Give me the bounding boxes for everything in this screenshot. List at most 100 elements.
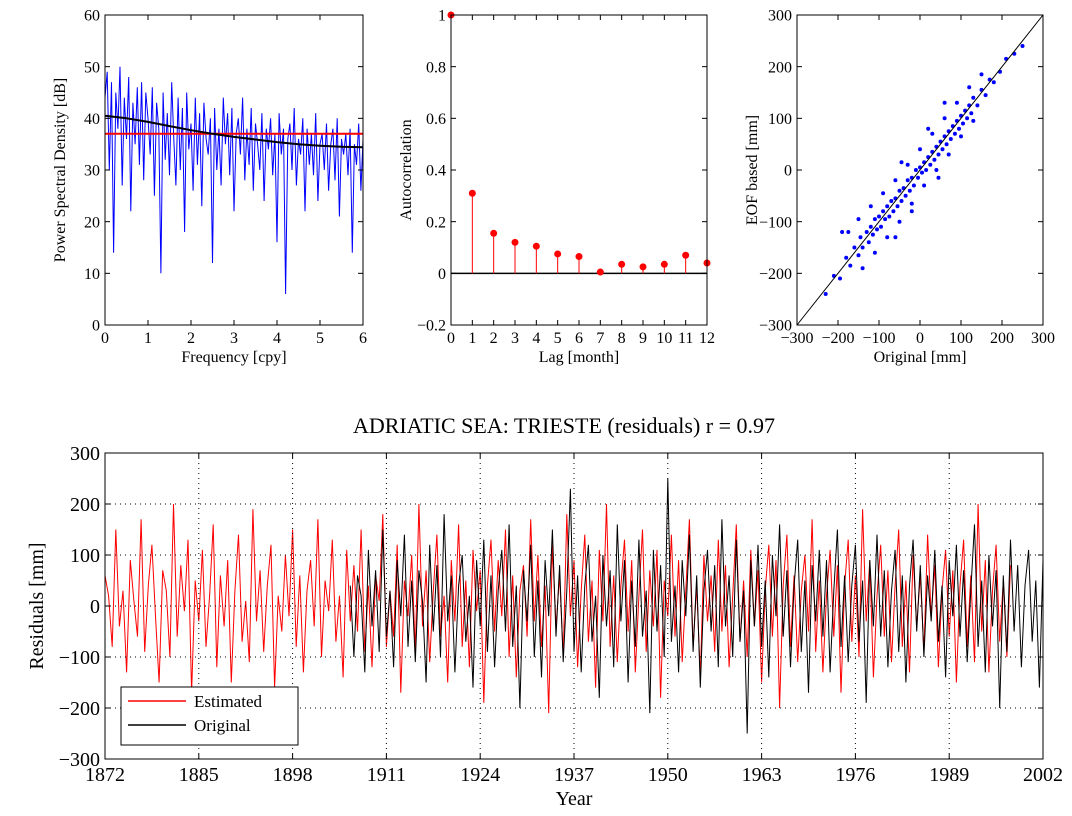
scatter-point — [872, 217, 877, 222]
reference-line — [796, 14, 1044, 326]
scatter-point — [856, 253, 861, 258]
x-tick-label: 1885 — [179, 764, 219, 786]
chart-title: ADRIATIC SEA: TRIESTE (residuals) r = 0.… — [353, 413, 775, 438]
stem-marker — [639, 263, 647, 271]
y-tick-label: −0.2 — [417, 318, 446, 335]
scatter-point — [909, 209, 914, 214]
scatter-point — [942, 100, 947, 105]
scatter-point — [959, 134, 963, 139]
scatter-point — [868, 224, 873, 229]
scatter-point — [907, 188, 912, 193]
stem-marker — [660, 260, 668, 268]
y-tick-label: 0 — [92, 318, 100, 335]
scatter-point — [940, 147, 945, 152]
x-tick-label: 5 — [316, 330, 324, 347]
scatter-point — [899, 199, 904, 203]
scatter-point — [971, 95, 976, 100]
y-axis-label: Power Spectral Density [dB] — [52, 78, 69, 262]
scatter-point — [893, 235, 898, 240]
stem-marker — [511, 238, 519, 246]
scatter-point — [891, 209, 896, 214]
scatter-point — [875, 227, 879, 232]
scatter-point — [844, 255, 849, 260]
series-line-original — [349, 478, 1043, 734]
scatter-point — [918, 147, 922, 152]
x-tick-label: −300 — [780, 330, 813, 347]
scatter-point — [946, 152, 951, 157]
x-tick-label: 1898 — [273, 764, 313, 786]
scatter-point — [922, 183, 927, 188]
scatter-point — [889, 199, 894, 203]
x-tick-label: 300 — [1031, 330, 1055, 347]
y-tick-label: 0.6 — [426, 111, 446, 128]
x-tick-label: 3 — [230, 330, 238, 347]
stem-marker — [596, 268, 604, 276]
x-tick-label: 2 — [490, 330, 498, 347]
scatter-point — [965, 116, 970, 121]
axes-frame — [104, 14, 364, 326]
scatter-point — [870, 232, 875, 237]
x-tick-label: 4 — [532, 330, 540, 347]
x-tick-label: 11 — [678, 330, 693, 347]
scatter-point — [895, 204, 900, 209]
y-tick-label: 0 — [784, 163, 792, 180]
scatter-point — [872, 250, 877, 255]
x-tick-label: 3 — [511, 330, 519, 347]
scatter-point — [905, 178, 910, 183]
x-tick-label: 1976 — [835, 764, 875, 786]
scatter-point — [860, 245, 865, 250]
x-tick-label: 1924 — [460, 764, 500, 786]
scatter-point — [942, 116, 947, 121]
scatter-point — [897, 219, 902, 224]
scatter-panel: −300 −200 −100 0 100 200 300 −300 −200 −100 0 100 20… — [744, 8, 1055, 366]
scatter-point — [1020, 44, 1025, 48]
scatter-point — [944, 142, 949, 147]
x-tick-label: 5 — [554, 330, 562, 347]
scatter-point — [883, 217, 888, 222]
scatter-point — [920, 170, 924, 175]
scatter-point — [957, 126, 961, 131]
y-tick-label: 10 — [84, 266, 100, 283]
scatter-point — [887, 214, 892, 219]
scatter-point — [838, 276, 842, 281]
x-tick-label: 2002 — [1023, 764, 1063, 786]
scatter-point — [881, 209, 886, 214]
x-tick-label: 1937 — [554, 764, 594, 786]
series-line — [105, 66, 363, 295]
y-tick-label: 300 — [768, 8, 792, 25]
scatter-point — [936, 152, 941, 157]
x-tick-label: 1963 — [742, 764, 782, 786]
x-tick-label: 10 — [656, 330, 672, 347]
scatter-point — [852, 245, 857, 250]
legend-label: Estimated — [194, 692, 262, 711]
scatter-point — [879, 224, 883, 229]
x-axis-label: Lag [month] — [539, 349, 619, 366]
stem-marker — [618, 260, 626, 268]
stem-marker — [682, 251, 690, 259]
scatter-point — [911, 183, 916, 188]
scatter-point — [934, 168, 939, 172]
scatter-point — [905, 162, 910, 167]
y-tick-label: 100 — [768, 111, 792, 128]
y-axis-label: Autocorrelation — [398, 119, 415, 220]
scatter-point — [909, 201, 914, 206]
scatter-point — [866, 240, 871, 245]
stem-marker — [575, 253, 583, 261]
x-tick-label: 1 — [468, 330, 476, 347]
scatter-point — [848, 263, 853, 268]
scatter-point — [864, 230, 869, 234]
y-tick-label: 0 — [438, 266, 446, 283]
y-tick-label: 300 — [70, 443, 100, 465]
scatter-point — [975, 103, 980, 108]
scatter-point — [885, 235, 890, 240]
y-tick-label: −100 — [59, 647, 100, 669]
y-tick-label: −300 — [759, 318, 792, 335]
x-tick-label: 2 — [187, 330, 195, 347]
scatter-point — [877, 214, 881, 219]
x-tick-label: −200 — [821, 330, 854, 347]
y-tick-label: −100 — [759, 214, 792, 231]
y-axis-label: Residuals [mm] — [26, 542, 48, 669]
y-tick-label: 40 — [84, 111, 100, 128]
